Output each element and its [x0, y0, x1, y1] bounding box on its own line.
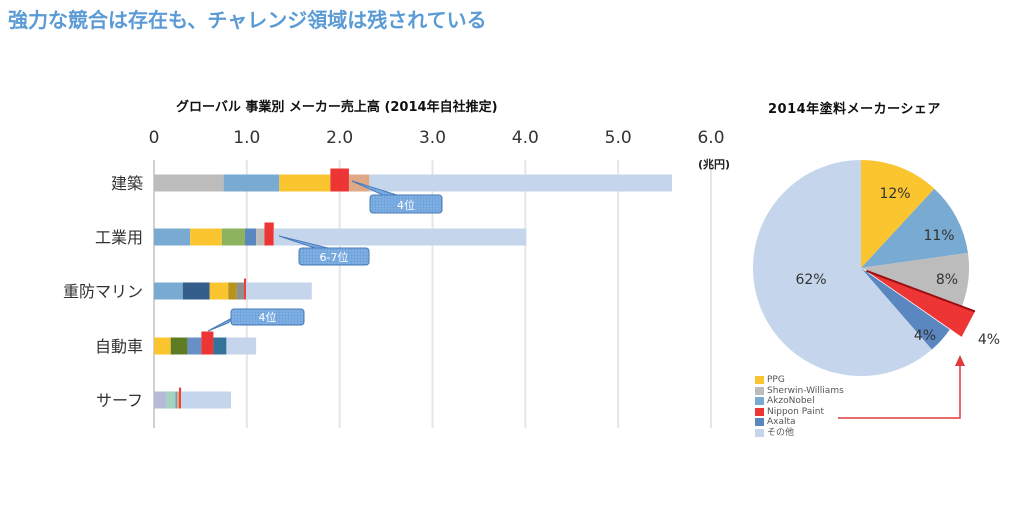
bar-segment-nippon-paint — [264, 222, 274, 246]
legend-item: その他 — [755, 428, 844, 439]
pie-slice-label: 4% — [914, 328, 936, 344]
bar-segment-nippon-paint — [179, 387, 182, 409]
x-tick-label: 3.0 — [419, 128, 446, 148]
legend-item: Axalta — [755, 417, 844, 428]
rank-callout-text: 4位 — [397, 198, 415, 212]
bar-segment — [166, 391, 176, 409]
pie-slice-axalta — [861, 268, 950, 350]
x-tick-label: 1.0 — [233, 128, 260, 148]
bar-row — [154, 278, 312, 300]
bar-segment — [175, 391, 178, 409]
category-label: 建築 — [111, 174, 143, 193]
pie-chart-title: 2014年塗料メーカーシェア — [768, 102, 941, 117]
category-label: 自動車 — [95, 337, 143, 356]
axis-unit-label: (兆円) — [698, 157, 730, 171]
pie-slice-label: 62% — [795, 272, 826, 288]
legend-swatch — [755, 428, 764, 437]
x-tick-label: 5.0 — [605, 128, 632, 148]
legend-swatch — [755, 376, 764, 385]
bar-segment — [245, 282, 312, 300]
pie-slice-label: 8% — [936, 272, 958, 288]
legend-swatch — [755, 397, 764, 406]
legend-swatch — [755, 418, 764, 427]
bar-segment — [154, 337, 171, 355]
bar-segment — [236, 282, 245, 300]
bar-segment — [279, 174, 331, 192]
bar-segment-nippon-paint — [330, 168, 349, 192]
pie-slice-ppg — [861, 160, 935, 268]
x-tick-label: 0 — [149, 128, 160, 148]
pie-slice-nippon-paint — [866, 270, 975, 337]
bar-segment — [154, 174, 224, 192]
bar-segment — [221, 228, 245, 246]
legend-item: Nippon Paint — [755, 407, 844, 418]
category-label: 工業用 — [95, 228, 143, 247]
page-headline: 強力な競合は存在も、チャレンジ領域は残されている — [8, 8, 487, 32]
bar-segment — [187, 337, 202, 355]
bar-segment — [180, 391, 232, 409]
rank-callout: 6-7位 — [278, 235, 370, 266]
bar-segment-nippon-paint — [244, 278, 247, 300]
rank-callout-text: 4位 — [259, 310, 277, 324]
pie-slice-sherwin-williams — [861, 252, 969, 306]
bar-segment — [244, 228, 257, 246]
bar-row — [154, 331, 257, 355]
annotation-arrow-head — [955, 355, 965, 366]
legend-swatch — [755, 407, 764, 416]
bar-row — [154, 168, 673, 192]
rank-callout-text: 6-7位 — [320, 250, 349, 264]
rank-callout: 4位 — [207, 308, 305, 332]
bar-segment — [182, 282, 210, 300]
category-label: 重防マリン — [63, 282, 143, 301]
bar-chart-title: グローバル 事業別 メーカー売上高 (2014年自社推定) — [176, 100, 498, 115]
bar-segment — [273, 228, 527, 246]
pie-slice-akzonobel — [861, 188, 968, 268]
bar-segment-nippon-paint — [201, 331, 214, 355]
category-label: サーフ — [96, 391, 143, 410]
bar-segment — [170, 337, 188, 355]
legend-item: AkzoNobel — [755, 396, 844, 407]
pie-slice-label: 4% — [978, 332, 1000, 348]
bar-segment — [154, 228, 191, 246]
legend-label: PPG — [767, 375, 785, 385]
x-tick-label: 2.0 — [326, 128, 353, 148]
legend-item: PPG — [755, 375, 844, 386]
pie-legend: PPG Sherwin-Williams AkzoNobel Nippon Paint… — [755, 375, 844, 438]
bar-segment — [223, 174, 280, 192]
bar-segment — [154, 282, 183, 300]
bar-segment — [226, 337, 257, 355]
bar-row — [154, 387, 232, 409]
legend-swatch — [755, 386, 764, 395]
bar-segment — [369, 174, 673, 192]
bar-segment — [154, 391, 167, 409]
pie-slice-label: 12% — [879, 186, 910, 202]
bar-row — [154, 222, 527, 246]
bar-segment — [228, 282, 237, 300]
legend-label: AkzoNobel — [767, 396, 815, 406]
bar-segment — [256, 228, 265, 246]
pie-slice-label: 11% — [923, 228, 954, 244]
legend-item: Sherwin-Williams — [755, 386, 844, 397]
pie-slice- — [752, 160, 932, 377]
x-tick-label: 4.0 — [512, 128, 539, 148]
bar-segment — [213, 337, 227, 355]
bar-segment — [177, 391, 180, 409]
x-tick-label: 6.0 — [697, 128, 724, 148]
legend-label: その他 — [767, 427, 795, 438]
rank-callout: 4位 — [351, 180, 443, 214]
annotation-arrow-line — [838, 364, 961, 419]
legend-label: Sherwin-Williams — [767, 385, 844, 396]
bar-segment — [209, 282, 229, 300]
legend-label: Nippon Paint — [767, 406, 825, 417]
legend-label: Axalta — [767, 417, 796, 427]
bar-segment — [190, 228, 222, 246]
